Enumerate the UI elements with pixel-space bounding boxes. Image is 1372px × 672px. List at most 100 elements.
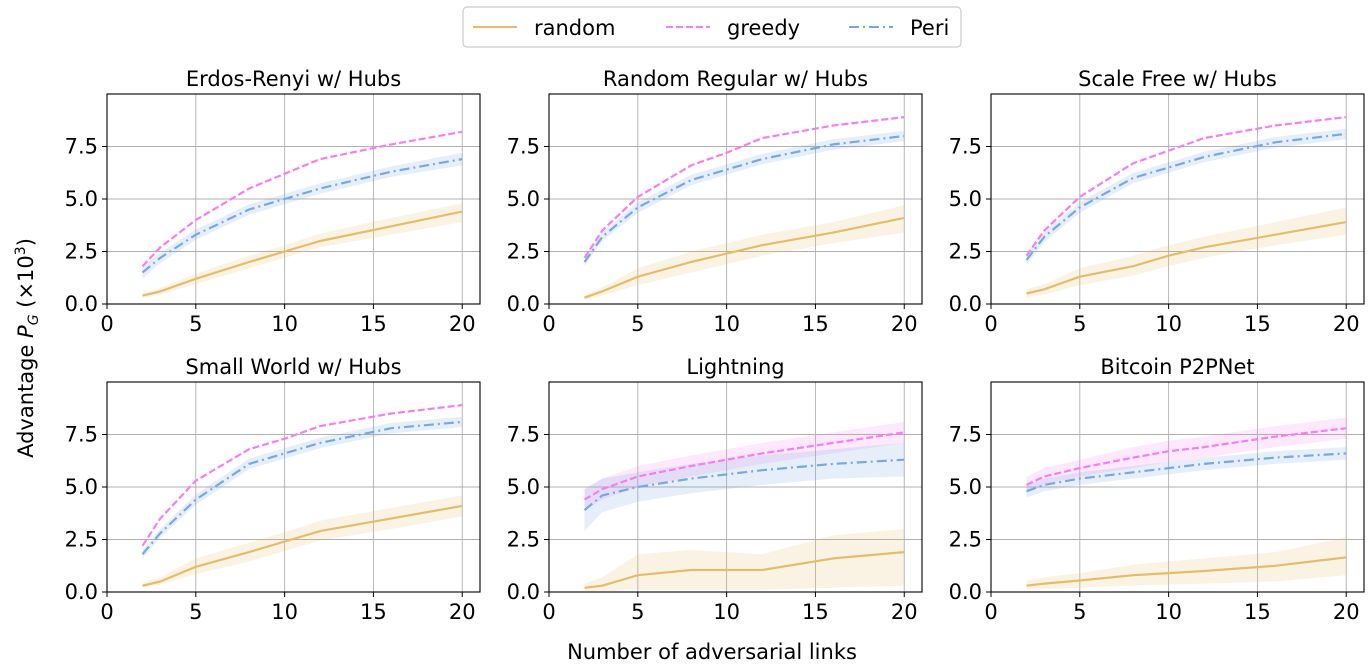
y-tick-label-5.0: 5.0 — [507, 187, 540, 211]
y-tick-label-7.5: 7.5 — [65, 423, 98, 447]
y-axis-label-text: Advantage — [14, 338, 38, 458]
y-tick-label-5.0: 5.0 — [949, 475, 982, 499]
subplot-title: Small World w/ Hubs — [185, 355, 401, 379]
legend-label-greedy: greedy — [727, 16, 800, 40]
y-tick-label-2.5: 2.5 — [507, 240, 540, 264]
y-axis-label-subscript: G — [26, 314, 42, 325]
subplot-bitcoin-p2pnet: 0 5 10 15 20 0.0 2.5 5.0 7.5 Bitcoin P2PNet — [949, 355, 1365, 624]
subplot-erdos-renyi-w-hubs: 0 5 10 15 20 0.0 2.5 5.0 7.5 Erdos-Renyi w/ Hubs — [65, 67, 481, 336]
y-tick-label-0.0: 0.0 — [65, 292, 98, 316]
x-tick-label-10: 10 — [1155, 312, 1182, 336]
y-tick-label-2.5: 2.5 — [65, 240, 98, 264]
subplot-small-world-w-hubs: 0 5 10 15 20 0.0 2.5 5.0 7.5 Small World w/ Hubs — [65, 355, 481, 624]
y-axis-label-unit-close: ) — [14, 238, 38, 246]
x-tick-label-5: 5 — [1073, 312, 1086, 336]
line-random — [142, 504, 463, 587]
band-greedy — [584, 421, 905, 511]
subplot-title: Random Regular w/ Hubs — [603, 67, 868, 91]
band-random — [142, 203, 463, 298]
line-greedy — [141, 404, 463, 547]
y-tick-label-5.0: 5.0 — [507, 475, 540, 499]
x-tick-label-20: 20 — [1333, 600, 1360, 624]
y-tick-label-2.5: 2.5 — [507, 528, 540, 552]
legend-frame — [462, 6, 962, 48]
line-random — [142, 210, 463, 297]
x-tick-label-20: 20 — [1333, 312, 1360, 336]
x-tick-label-15: 15 — [802, 312, 829, 336]
y-tick-label-5.0: 5.0 — [65, 187, 98, 211]
x-tick-label-15: 15 — [1244, 600, 1271, 624]
x-tick-label-20: 20 — [891, 312, 918, 336]
line-peri — [583, 134, 905, 263]
legend-label-random: random — [534, 16, 615, 40]
x-tick-label-5: 5 — [189, 600, 202, 624]
line-random — [1026, 221, 1347, 295]
line-peri — [583, 458, 905, 511]
x-tick-label-0: 0 — [100, 312, 113, 336]
line-random — [584, 216, 905, 299]
y-tick-label-7.5: 7.5 — [507, 135, 540, 159]
band-peri — [1026, 447, 1347, 498]
band-random — [584, 205, 905, 300]
band-random — [584, 529, 905, 591]
y-tick-label-7.5: 7.5 — [949, 423, 982, 447]
y-tick-label-5.0: 5.0 — [65, 475, 98, 499]
band-random — [142, 495, 463, 588]
y-tick-label-0.0: 0.0 — [507, 292, 540, 316]
x-tick-label-10: 10 — [713, 600, 740, 624]
x-tick-label-0: 0 — [984, 600, 997, 624]
x-tick-label-5: 5 — [1073, 600, 1086, 624]
y-tick-label-2.5: 2.5 — [949, 240, 982, 264]
line-greedy — [583, 431, 905, 501]
band-peri — [142, 152, 463, 279]
x-tick-label-0: 0 — [100, 600, 113, 624]
x-tick-label-20: 20 — [449, 600, 476, 624]
y-tick-label-5.0: 5.0 — [949, 187, 982, 211]
line-greedy — [1025, 116, 1347, 257]
y-axis-label-unit: (×10 — [14, 255, 38, 314]
line-random — [584, 551, 905, 589]
x-tick-label-5: 5 — [631, 600, 644, 624]
y-tick-label-7.5: 7.5 — [507, 423, 540, 447]
band-peri — [584, 130, 905, 267]
y-tick-label-0.0: 0.0 — [65, 580, 98, 604]
x-tick-label-0: 0 — [542, 600, 555, 624]
x-tick-label-10: 10 — [713, 312, 740, 336]
band-peri — [142, 416, 463, 559]
x-tick-label-20: 20 — [891, 600, 918, 624]
y-tick-label-2.5: 2.5 — [65, 528, 98, 552]
legend: random greedy Peri — [462, 6, 962, 48]
line-random — [1026, 556, 1347, 587]
y-axis-label: Advantage PG (×103) — [13, 238, 42, 458]
band-greedy — [1026, 417, 1347, 494]
x-tick-label-15: 15 — [1244, 312, 1271, 336]
line-greedy — [141, 130, 463, 267]
x-tick-label-5: 5 — [189, 312, 202, 336]
y-tick-label-0.0: 0.0 — [949, 292, 982, 316]
subplot-title: Erdos-Renyi w/ Hubs — [186, 67, 401, 91]
line-peri — [141, 158, 463, 274]
y-tick-label-0.0: 0.0 — [949, 580, 982, 604]
x-tick-label-15: 15 — [360, 312, 387, 336]
subplot-lightning: 0 5 10 15 20 0.0 2.5 5.0 7.5 Lightning — [507, 355, 923, 624]
subplot-random-regular-w-hubs: 0 5 10 15 20 0.0 2.5 5.0 7.5 Random Regular w/ Hu… — [507, 67, 923, 336]
subplot-title: Lightning — [686, 355, 784, 379]
y-tick-label-7.5: 7.5 — [65, 135, 98, 159]
x-tick-label-5: 5 — [631, 312, 644, 336]
x-tick-label-20: 20 — [449, 312, 476, 336]
x-tick-label-0: 0 — [542, 312, 555, 336]
line-peri — [1025, 132, 1347, 261]
subplot-title: Bitcoin P2PNet — [1100, 355, 1254, 379]
y-tick-label-7.5: 7.5 — [949, 135, 982, 159]
x-tick-label-15: 15 — [802, 600, 829, 624]
y-axis-label-symbol: P — [14, 325, 38, 338]
line-peri — [1026, 452, 1347, 493]
x-axis-label: Number of adversarial links — [567, 640, 857, 664]
line-greedy — [583, 116, 905, 259]
subplot-title: Scale Free w/ Hubs — [1078, 67, 1277, 91]
y-tick-label-2.5: 2.5 — [949, 528, 982, 552]
line-peri — [141, 420, 463, 555]
x-tick-label-10: 10 — [1155, 600, 1182, 624]
x-tick-label-10: 10 — [271, 600, 298, 624]
